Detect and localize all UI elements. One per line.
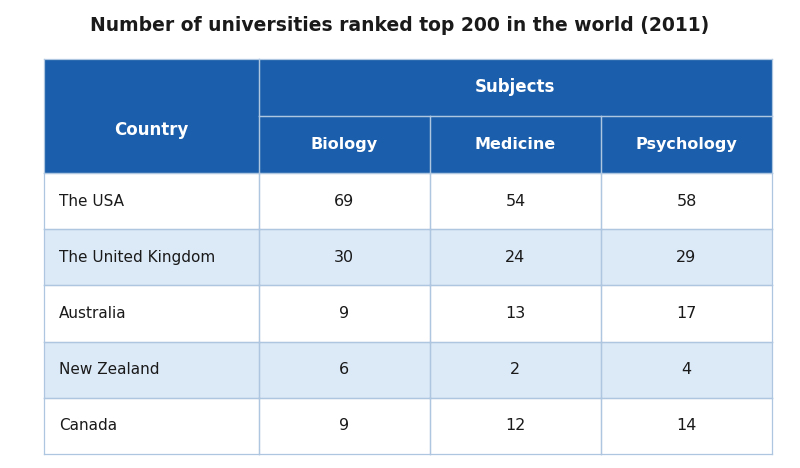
Text: The United Kingdom: The United Kingdom — [59, 250, 215, 265]
Text: 6: 6 — [339, 362, 350, 377]
Text: 30: 30 — [334, 250, 354, 265]
Text: 4: 4 — [682, 362, 691, 377]
Text: 13: 13 — [506, 306, 526, 321]
Text: The USA: The USA — [59, 194, 124, 209]
Text: 29: 29 — [676, 250, 697, 265]
Text: Canada: Canada — [59, 418, 117, 433]
Text: Subjects: Subjects — [475, 78, 555, 96]
Text: Country: Country — [114, 121, 189, 139]
Text: 54: 54 — [506, 194, 526, 209]
Text: Medicine: Medicine — [474, 137, 556, 152]
Text: Number of universities ranked top 200 in the world (2011): Number of universities ranked top 200 in… — [90, 16, 710, 36]
Text: New Zealand: New Zealand — [59, 362, 159, 377]
Text: Psychology: Psychology — [635, 137, 738, 152]
Text: 24: 24 — [506, 250, 526, 265]
Text: Biology: Biology — [310, 137, 378, 152]
Text: 14: 14 — [676, 418, 697, 433]
Text: 12: 12 — [505, 418, 526, 433]
Text: 9: 9 — [339, 418, 350, 433]
Text: 69: 69 — [334, 194, 354, 209]
Text: 9: 9 — [339, 306, 350, 321]
Text: 58: 58 — [676, 194, 697, 209]
Text: 2: 2 — [510, 362, 521, 377]
Text: Australia: Australia — [59, 306, 126, 321]
Text: 17: 17 — [676, 306, 697, 321]
